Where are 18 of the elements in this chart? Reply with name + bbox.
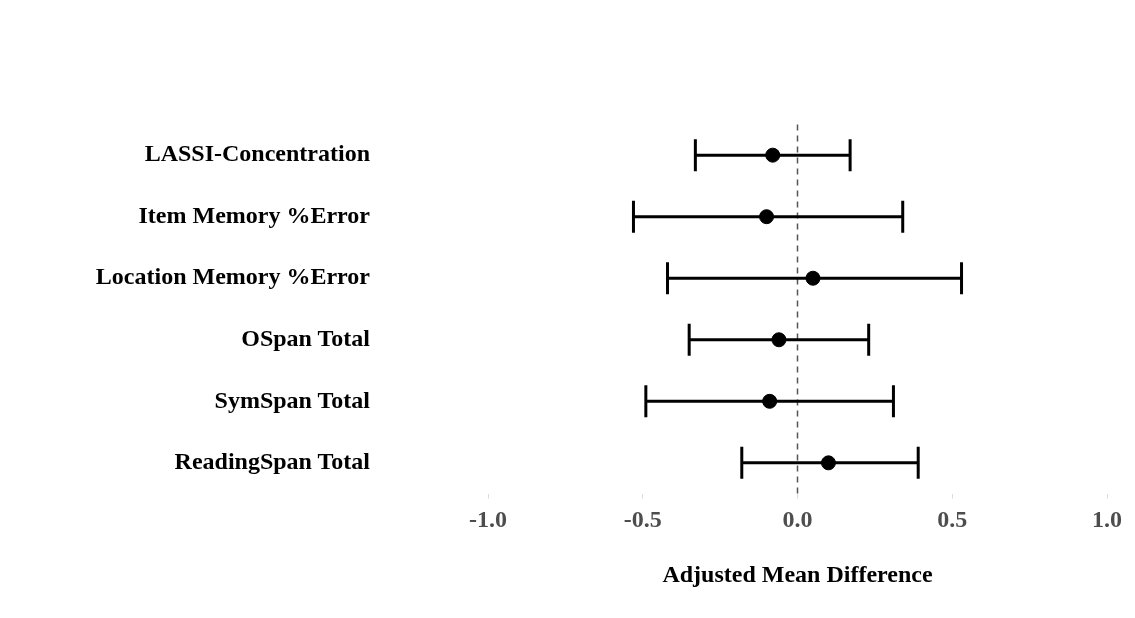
point [762, 393, 778, 409]
point [771, 332, 787, 348]
point [759, 209, 775, 225]
x-tick-label: 1.0 [1092, 506, 1122, 533]
x-axis-title: Adjusted Mean Difference [662, 561, 933, 587]
y-tick-label: OSpan Total [241, 324, 371, 351]
y-tick-label: Item Memory %Error [138, 201, 371, 228]
y-tick-label: LASSI-Concentration [144, 140, 370, 167]
x-tick-label: 0.0 [782, 506, 813, 533]
x-tick-label: -0.5 [623, 506, 662, 533]
point [805, 270, 821, 286]
point [820, 455, 836, 471]
x-tick-label: -1.0 [469, 506, 507, 533]
y-tick-label: SymSpan Total [214, 386, 371, 413]
point [765, 147, 781, 163]
x-tick-label: 0.5 [937, 506, 968, 533]
y-tick-label: Location Memory %Error [95, 263, 371, 290]
y-tick-label: ReadingSpan Total [174, 448, 371, 475]
